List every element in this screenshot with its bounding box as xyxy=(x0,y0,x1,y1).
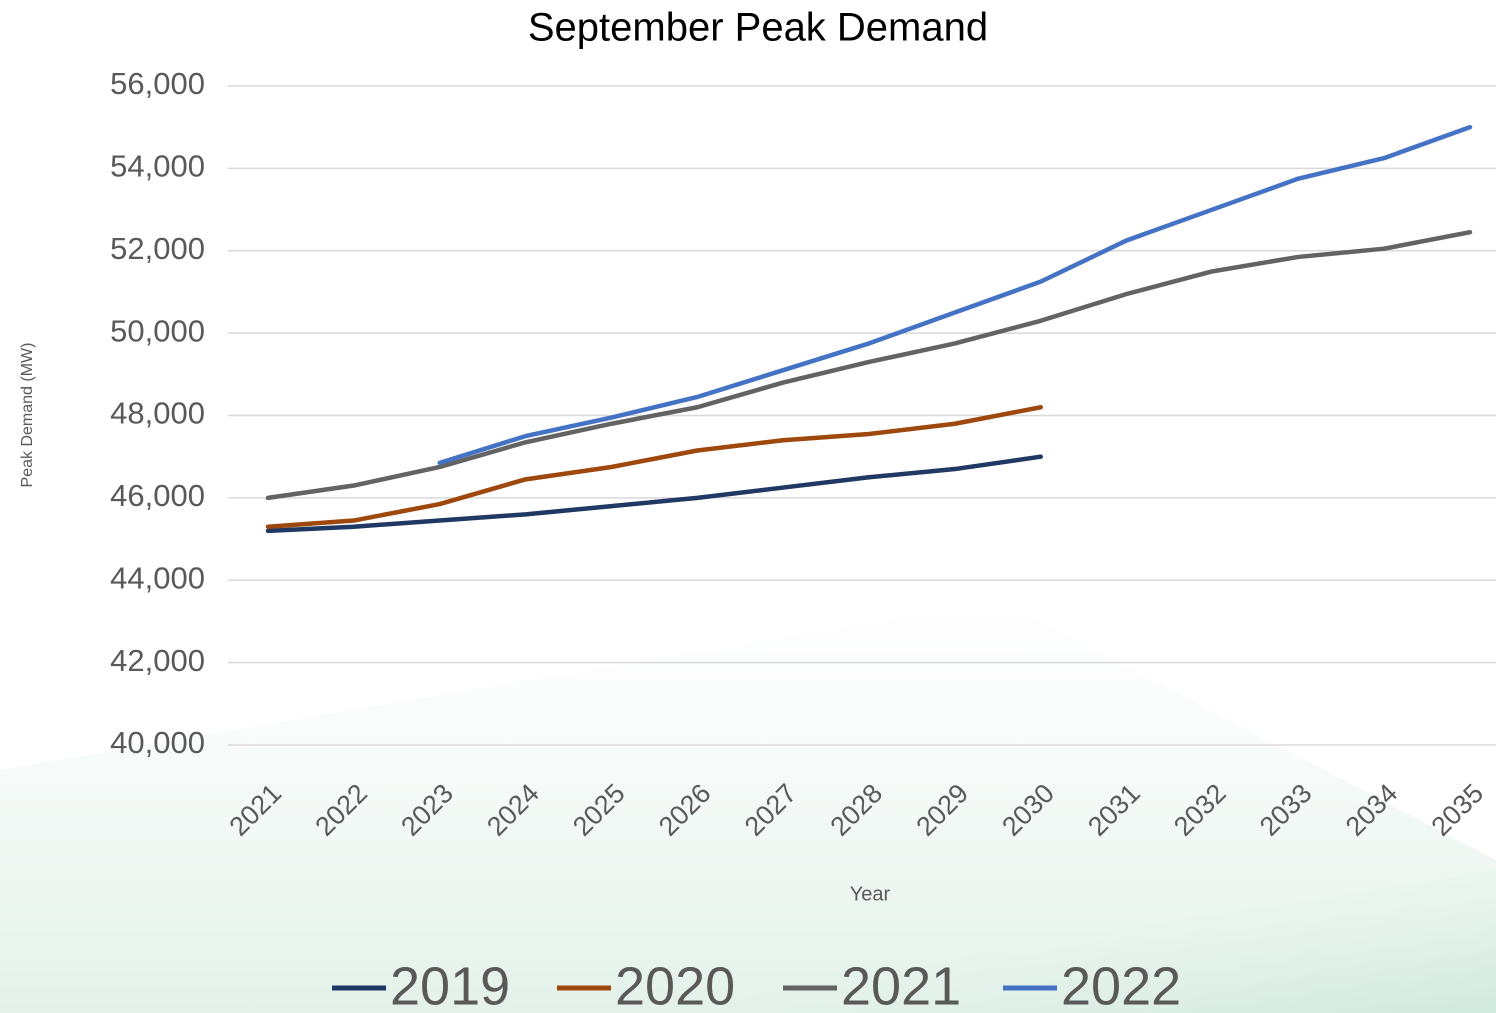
legend-label: 2022 xyxy=(1061,956,1181,1013)
y-tick-label: 42,000 xyxy=(110,643,205,678)
legend-label: 2020 xyxy=(615,956,735,1013)
series-line xyxy=(265,454,1043,534)
y-tick-label: 54,000 xyxy=(110,149,205,184)
y-axis-label: Peak Demand (MW) xyxy=(19,343,36,488)
y-tick-label: 46,000 xyxy=(110,478,205,513)
y-tick-label: 40,000 xyxy=(110,725,205,760)
series-line xyxy=(437,124,1473,466)
background-shape xyxy=(600,870,1496,1013)
y-tick-label: 50,000 xyxy=(110,313,205,348)
series-line xyxy=(265,405,1043,529)
legend-label: 2019 xyxy=(390,956,510,1013)
series-line xyxy=(265,229,1473,501)
chart-title: September Peak Demand xyxy=(528,6,988,50)
y-tick-label: 56,000 xyxy=(110,66,205,101)
x-axis-label: Year xyxy=(850,883,891,905)
y-tick-label: 44,000 xyxy=(110,560,205,595)
y-tick-label: 48,000 xyxy=(110,396,205,431)
background-shape xyxy=(0,600,1496,1013)
y-tick-label: 52,000 xyxy=(110,231,205,266)
legend-label: 2021 xyxy=(841,956,961,1013)
